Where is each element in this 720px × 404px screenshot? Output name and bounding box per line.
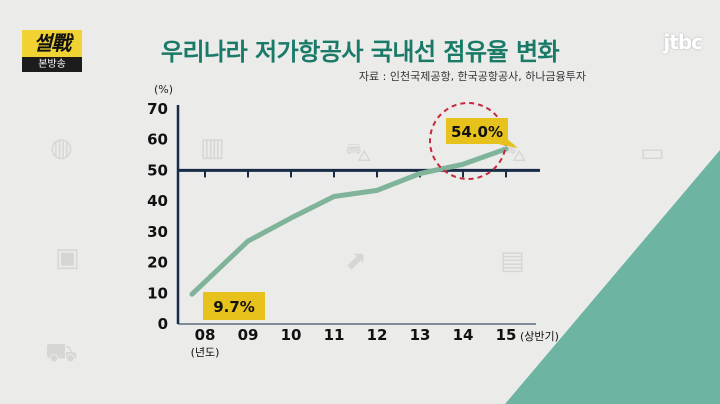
x-axis-sub-label: (상반기) bbox=[520, 330, 559, 343]
cart-icon: ⛟ bbox=[45, 338, 78, 368]
tv-icon: ▣ bbox=[55, 243, 80, 273]
y-tick-label: 60 bbox=[147, 131, 168, 149]
monitor-icon: ▭ bbox=[640, 138, 665, 168]
building-icon: ▥ bbox=[200, 133, 225, 163]
x-tick-label: 09 bbox=[238, 326, 259, 344]
y-tick-label: 70 bbox=[147, 100, 168, 118]
program-badge: 썰戰 본방송 bbox=[22, 30, 82, 72]
x-tick-label: 14 bbox=[453, 326, 474, 344]
car-icon: ⛍ bbox=[345, 138, 372, 168]
x-axis-unit: (년도) bbox=[191, 346, 220, 359]
y-tick-label: 0 bbox=[158, 315, 168, 333]
data-label-box bbox=[446, 118, 508, 144]
data-label: 9.7% bbox=[213, 298, 255, 316]
x-tick-label: 12 bbox=[367, 326, 388, 344]
y-tick-label: 20 bbox=[147, 254, 168, 272]
program-logo: 썰戰 bbox=[22, 30, 82, 57]
x-tick-label: 15 bbox=[496, 326, 517, 344]
x-tick-label: 10 bbox=[281, 326, 302, 344]
chart-source: 자료 : 인천국제공항, 한국공항공사, 하나금융투자 bbox=[358, 70, 586, 83]
money-icon: ▤ bbox=[500, 246, 525, 276]
channel-logo: jtbc bbox=[663, 30, 703, 54]
chart-title: 우리나라 저가항공사 국내선 점유율 변화 bbox=[160, 38, 560, 66]
globe-icon: ◍ bbox=[50, 133, 73, 163]
data-label-box bbox=[203, 292, 265, 320]
data-label: 54.0% bbox=[451, 123, 503, 141]
x-tick-label: 08 bbox=[195, 326, 216, 344]
y-tick-label: 40 bbox=[147, 192, 168, 210]
data-label-pointer bbox=[498, 138, 518, 148]
program-sub-label: 본방송 bbox=[22, 57, 82, 72]
y-axis-unit: (%) bbox=[154, 83, 173, 96]
y-tick-label: 50 bbox=[147, 161, 168, 179]
x-tick-label: 13 bbox=[410, 326, 431, 344]
series-line bbox=[189, 146, 509, 297]
x-tick-label: 11 bbox=[324, 326, 345, 344]
chart-icon: ⬈ bbox=[345, 246, 367, 276]
y-tick-label: 30 bbox=[147, 223, 168, 241]
y-tick-label: 10 bbox=[147, 284, 168, 302]
